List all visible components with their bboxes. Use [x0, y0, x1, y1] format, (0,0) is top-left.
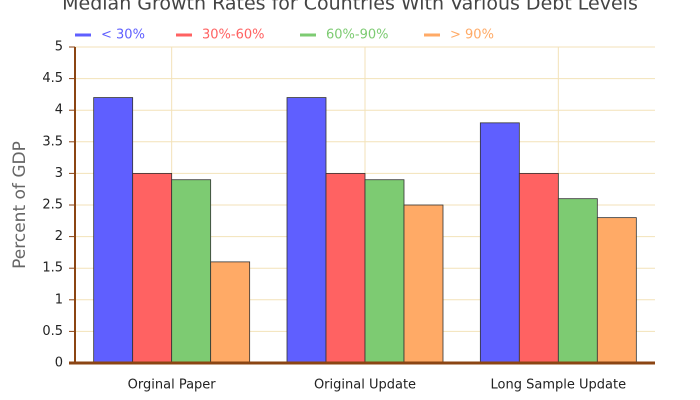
y-tick-label: 4.5 — [42, 71, 63, 86]
bar — [557, 198, 598, 364]
chart-title: Median Growth Rates for Countries With V… — [62, 0, 638, 15]
y-tick-label: 0.5 — [42, 324, 63, 339]
legend-label: 30%-60% — [202, 28, 264, 43]
bar — [93, 97, 134, 364]
bar — [364, 179, 405, 364]
legend-label: < 30% — [101, 28, 145, 43]
x-tick-label: Original Update — [314, 378, 416, 393]
y-tick-label: 1 — [55, 292, 63, 307]
y-tick-label: 2 — [55, 229, 63, 244]
y-tick-label: 3.5 — [42, 134, 63, 149]
y-axis-label: Percent of GDP — [10, 141, 30, 269]
bar — [518, 172, 559, 364]
y-tick-label: 3 — [55, 166, 63, 181]
bar — [210, 261, 251, 364]
legend-label: > 90% — [450, 28, 494, 43]
bar — [286, 97, 327, 364]
y-tick-label: 5 — [55, 40, 63, 55]
bar — [325, 172, 366, 364]
bar — [132, 172, 173, 364]
y-tick-label: 2.5 — [42, 198, 63, 213]
x-tick-label: Long Sample Update — [491, 378, 627, 393]
y-tick-label: 1.5 — [42, 261, 63, 276]
legend-label: 60%-90% — [326, 28, 388, 43]
bar — [171, 179, 212, 364]
y-tick-label: 0 — [55, 356, 63, 371]
bar — [479, 122, 520, 364]
bar — [403, 204, 444, 364]
bar — [596, 217, 637, 364]
y-tick-label: 4 — [55, 103, 63, 118]
x-tick-label: Orginal Paper — [128, 378, 217, 393]
